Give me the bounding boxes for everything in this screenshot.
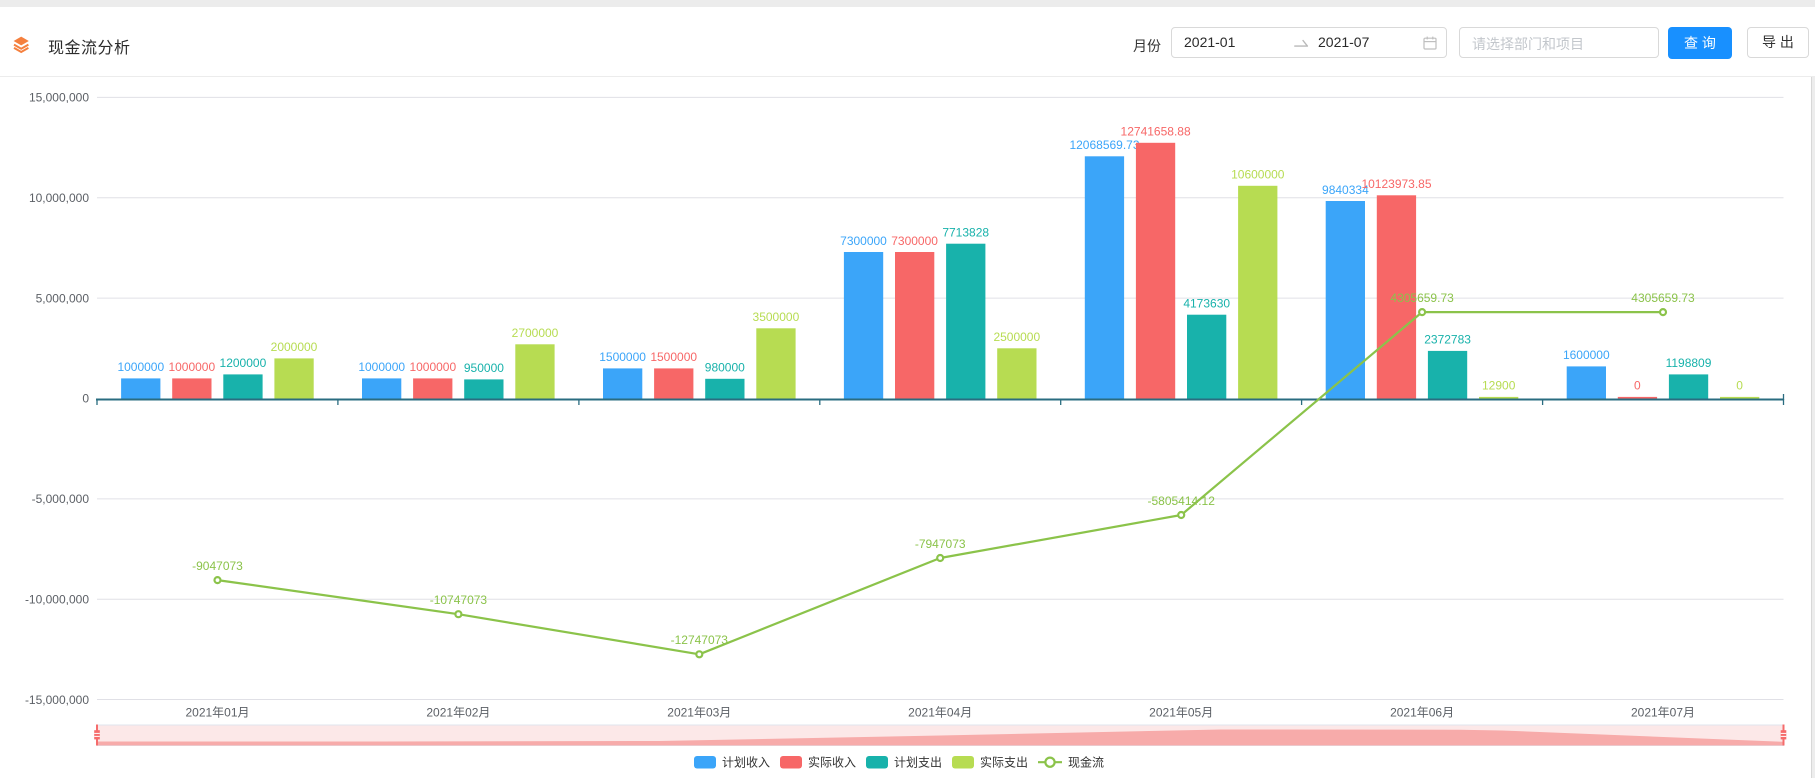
svg-text:10123973.85: 10123973.85	[1361, 177, 1431, 191]
svg-text:2021年04月: 2021年04月	[908, 706, 972, 720]
svg-text:-9047073: -9047073	[192, 559, 243, 573]
svg-text:1200000: 1200000	[220, 356, 267, 370]
svg-text:2500000: 2500000	[993, 330, 1040, 344]
svg-text:10600000: 10600000	[1231, 168, 1285, 182]
svg-text:12900: 12900	[1482, 379, 1516, 393]
svg-text:2021年06月: 2021年06月	[1390, 706, 1454, 720]
svg-text:12068569.73: 12068569.73	[1069, 138, 1139, 152]
svg-text:实际收入: 实际收入	[808, 755, 856, 770]
svg-text:1000000: 1000000	[117, 360, 164, 374]
svg-text:1198809: 1198809	[1666, 356, 1712, 370]
svg-text:2700000: 2700000	[512, 326, 559, 340]
svg-text:2372783: 2372783	[1424, 333, 1471, 347]
svg-text:-10,000,000: -10,000,000	[25, 592, 89, 606]
svg-text:0: 0	[1634, 379, 1641, 393]
svg-text:-5,000,000: -5,000,000	[32, 492, 90, 506]
svg-text:2021年03月: 2021年03月	[667, 706, 731, 720]
svg-text:计划支出: 计划支出	[894, 756, 942, 770]
svg-text:4173630: 4173630	[1183, 297, 1230, 311]
svg-text:7713828: 7713828	[942, 226, 989, 240]
svg-text:计划收入: 计划收入	[722, 756, 770, 770]
svg-text:3500000: 3500000	[753, 310, 800, 324]
svg-text:1500000: 1500000	[599, 350, 646, 364]
svg-text:15,000,000: 15,000,000	[29, 91, 89, 105]
svg-text:现金流: 现金流	[1068, 755, 1104, 770]
svg-text:2021年02月: 2021年02月	[426, 706, 490, 720]
svg-text:2021年05月: 2021年05月	[1149, 706, 1213, 720]
svg-text:1500000: 1500000	[650, 350, 697, 364]
svg-text:-15,000,000: -15,000,000	[25, 693, 89, 707]
svg-text:实际支出: 实际支出	[980, 755, 1028, 770]
svg-text:2021年01月: 2021年01月	[185, 706, 249, 720]
svg-text:12741658.88: 12741658.88	[1121, 125, 1191, 139]
svg-text:4305659.73: 4305659.73	[1390, 291, 1454, 305]
svg-text:2021年07月: 2021年07月	[1631, 706, 1695, 720]
svg-text:950000: 950000	[464, 361, 504, 375]
svg-text:7300000: 7300000	[891, 234, 938, 248]
svg-text:980000: 980000	[705, 361, 745, 375]
svg-text:1000000: 1000000	[168, 360, 215, 374]
svg-text:1000000: 1000000	[409, 360, 456, 374]
svg-text:0: 0	[82, 392, 89, 406]
svg-text:1000000: 1000000	[358, 360, 405, 374]
svg-text:10,000,000: 10,000,000	[29, 191, 89, 205]
svg-text:4305659.73: 4305659.73	[1631, 291, 1695, 305]
svg-text:1600000: 1600000	[1563, 348, 1610, 362]
svg-text:7300000: 7300000	[840, 234, 887, 248]
svg-text:-10747073: -10747073	[430, 593, 488, 607]
svg-text:9840334: 9840334	[1322, 183, 1369, 197]
svg-text:5,000,000: 5,000,000	[36, 291, 90, 305]
svg-text:-5805414.12: -5805414.12	[1147, 494, 1215, 508]
svg-text:0: 0	[1736, 379, 1743, 393]
svg-text:-7947073: -7947073	[915, 537, 966, 551]
svg-text:-12747073: -12747073	[671, 633, 729, 647]
svg-text:2000000: 2000000	[271, 340, 318, 354]
